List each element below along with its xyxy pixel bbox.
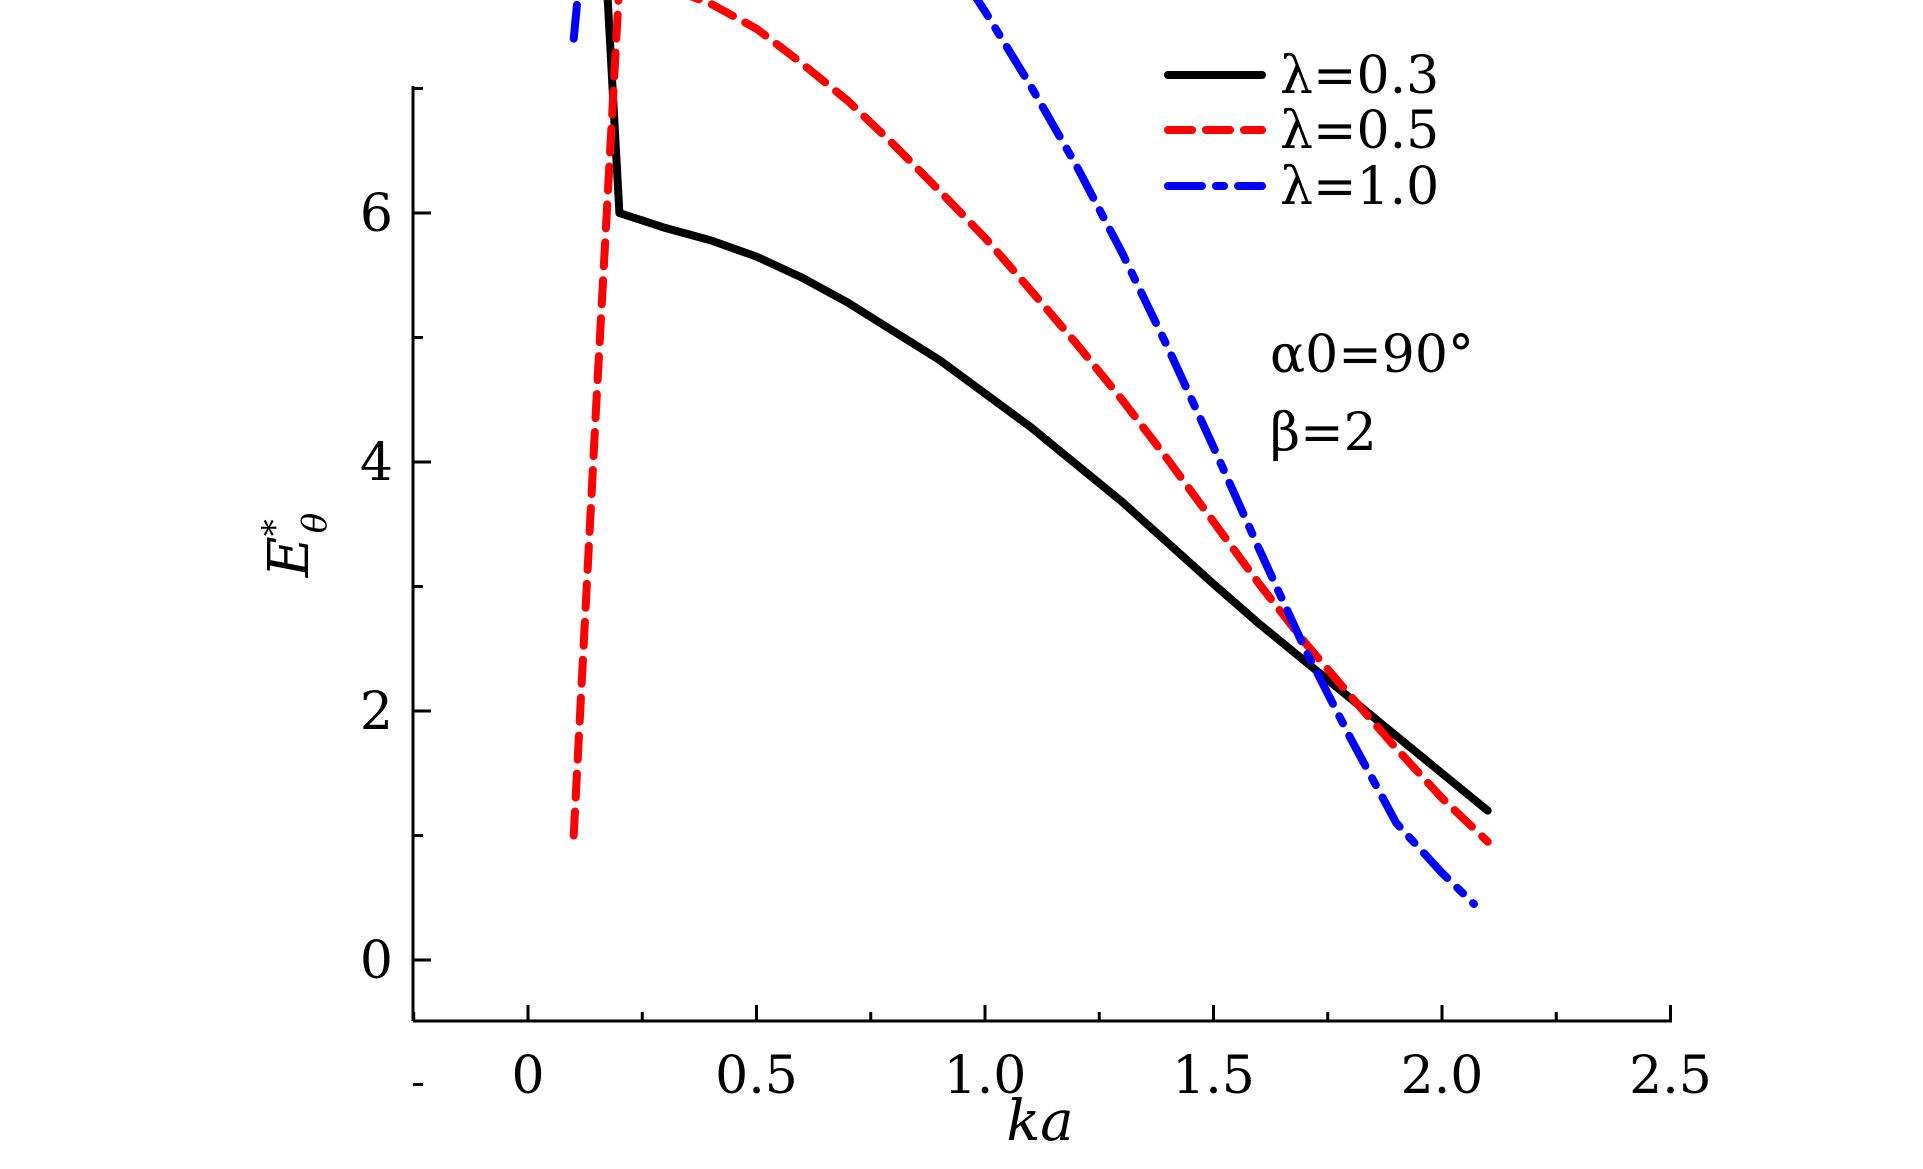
annotation-beta: β=2 [1270,403,1377,463]
annotation-alpha: α0=90° [1270,325,1474,385]
y-axis-title: E*θ [255,513,335,578]
legend-label-3: λ=1.0 [1280,157,1439,217]
series-line-3 [569,0,1478,908]
y-tick-label: 0 [360,931,393,991]
series-layer [569,0,1492,908]
legend-label-1: λ=0.3 [1280,46,1439,106]
x-tick-label: 2.5 [1629,1046,1712,1106]
series-line-1 [603,0,1492,815]
x-tick-label: 2.0 [1401,1046,1484,1106]
y-ticks: 02468101214 [360,87,431,1086]
y-tick-label: 2 [360,682,393,742]
x-tick-label: 0.5 [715,1046,798,1106]
y-tick-label: 6 [360,184,393,244]
legend: λ=0.3λ=0.5λ=1.0 [1164,46,1439,217]
series-line-2 [569,0,1492,846]
x-tick-label: 0 [511,1046,544,1106]
x-axis-title: ka [1006,1089,1073,1154]
legend-label-2: λ=0.5 [1280,101,1439,161]
x-tick-label: 1.5 [1172,1046,1255,1106]
x-ticks: 0 0.5 1.0 1.5 2.0 2.5 [412,1005,1712,1106]
svg-text:E*θ: E*θ [255,513,335,578]
annotation-group: α0=90° β=2 [1270,325,1474,463]
plot-frame [411,86,1672,1023]
x-tick-label: 1.0 [944,1046,1027,1106]
y-tick-label: 4 [360,433,393,493]
